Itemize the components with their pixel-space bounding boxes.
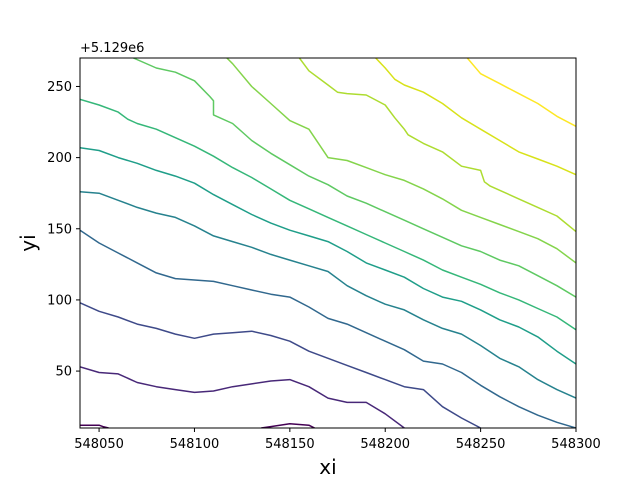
y-tick-label-2: 150 — [47, 222, 72, 237]
x-tick-label-4: 548250 — [456, 437, 506, 452]
y-axis-title: yi — [16, 234, 40, 251]
y-axis-ticks: 50 100 150 200 250 — [47, 80, 80, 380]
contour-level-3-segment-0 — [80, 302, 481, 428]
contour-level-1-segment-0 — [80, 424, 109, 428]
x-tick-label-3: 548200 — [360, 437, 410, 452]
contour-lines — [80, 58, 576, 428]
contour-level-8-segment-0 — [133, 58, 576, 298]
contour-level-6-segment-0 — [80, 146, 576, 365]
contour-level-11-segment-0 — [375, 58, 576, 177]
x-axis-ticks: 548050 548100 548150 548200 548250 548300 — [74, 428, 601, 452]
plot-area-frame — [79, 57, 577, 429]
y-offset-label: +5.129e6 — [80, 41, 144, 56]
x-axis-title: xi — [319, 455, 336, 479]
contour-level-1-segment-1 — [261, 422, 315, 428]
y-tick-label-1: 100 — [47, 293, 72, 308]
x-tick-label-2: 548150 — [265, 437, 315, 452]
contour-level-7-segment-0 — [80, 98, 576, 331]
x-tick-label-1: 548100 — [170, 437, 220, 452]
y-tick-label-0: 50 — [55, 365, 72, 380]
contour-level-12-segment-0 — [466, 58, 576, 128]
contour-level-4-segment-0 — [80, 229, 576, 428]
y-tick-label-4: 250 — [47, 80, 72, 95]
contour-level-10-segment-0 — [298, 58, 576, 233]
x-tick-label-0: 548050 — [74, 437, 124, 452]
y-tick-label-3: 200 — [47, 151, 72, 166]
contour-level-9-segment-0 — [226, 58, 576, 264]
contour-level-5-segment-0 — [80, 191, 576, 399]
contour-level-2-segment-0 — [80, 366, 405, 428]
x-tick-label-5: 548300 — [551, 437, 601, 452]
